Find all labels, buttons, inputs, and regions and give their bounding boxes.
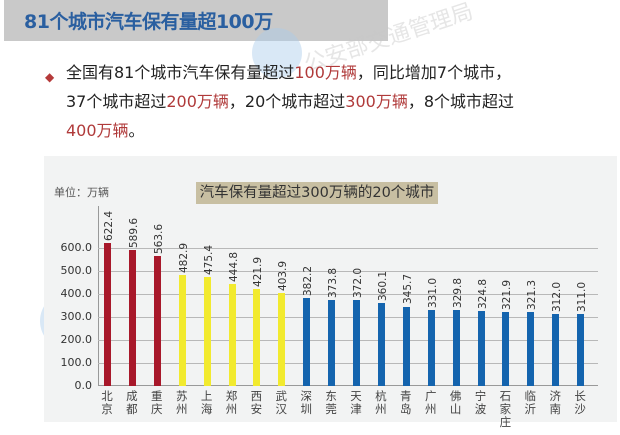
bullet-text-segment: 。: [128, 121, 145, 140]
bar-chart-plot: 0.0 100.0 200.0 300.0 400.0 500.0 600.0 622.4 北京…: [61, 206, 610, 429]
gridline: [98, 317, 598, 318]
bar-value-label: 444.8: [227, 251, 240, 282]
bar-济南: [552, 314, 560, 386]
x-category-label: 天津: [350, 389, 362, 416]
highlighted-figure: 300万辆: [345, 92, 408, 111]
chart-panel: 单位：万辆 汽车保有量超过300万辆的20个城市 0.0 100.0 200.0 30…: [44, 156, 617, 429]
bar-value-label: 329.8: [451, 278, 464, 309]
bar-重庆: [153, 256, 161, 386]
bar-成都: [128, 250, 136, 386]
bar-宁波: [477, 311, 485, 386]
title-banner: 81个城市汽车保有量超100万: [4, 0, 388, 41]
bar-杭州: [377, 303, 385, 386]
x-category-label: 上海: [200, 389, 213, 416]
x-category-label: 佛山: [449, 389, 462, 416]
bar-value-label: 321.9: [501, 279, 514, 310]
y-axis: [98, 206, 99, 386]
y-tick-label: 600.0: [60, 241, 93, 254]
x-category-label: 成都: [126, 389, 138, 416]
bullet-line-2: 37个城市超过200万辆，20个城市超过300万辆，8个城市超过: [66, 87, 514, 116]
x-category-label: 杭州: [375, 389, 387, 416]
bar-佛山: [452, 310, 460, 386]
bar-value-label: 589.6: [127, 218, 140, 249]
bar-天津: [353, 300, 360, 386]
bullet-line-1: 全国有81个城市汽车保有量超过100万辆，同比增加7个城市，: [66, 58, 514, 87]
gridline: [98, 248, 598, 249]
gridline: [98, 271, 598, 272]
bar-value-label: 475.4: [202, 244, 215, 275]
x-axis: [98, 385, 598, 386]
bar-武汉: [278, 293, 286, 386]
bar-value-label: 622.4: [103, 210, 115, 241]
highlighted-figure: 400万辆: [66, 121, 129, 140]
y-tick-label: 300.0: [60, 310, 93, 323]
bar-苏州: [178, 274, 186, 386]
bar-深圳: [303, 298, 311, 386]
bullet-text-segment: ，20个城市超过: [228, 92, 346, 111]
x-category-label: 武汉: [275, 389, 288, 416]
bar-value-label: 373.8: [327, 267, 340, 299]
y-tick-label: 500.0: [60, 264, 93, 277]
bullet-text-segment: ，同比增加7个城市，: [356, 63, 512, 82]
x-category-label: 深圳: [300, 389, 312, 416]
bar-上海: [203, 276, 211, 386]
bar-长沙: [577, 314, 585, 386]
x-category-label: 西安: [250, 389, 263, 416]
bar-西安: [253, 288, 261, 386]
slide-title: 81个城市汽车保有量超100万: [24, 11, 273, 33]
highlighted-figure: 200万辆: [166, 92, 229, 111]
highlighted-figure: 100万辆: [294, 63, 357, 82]
x-category-label: 北京: [101, 389, 113, 416]
bar-value-label: 312.0: [551, 282, 564, 313]
x-category-label: 苏州: [175, 389, 188, 416]
bar-value-label: 324.8: [476, 279, 489, 310]
bar-青岛: [402, 306, 410, 386]
bar-东莞: [328, 300, 336, 386]
bullet-line-3: 400万辆。: [66, 116, 514, 145]
x-category-label: 郑州: [225, 389, 238, 416]
bar-value-label: 382.2: [302, 266, 315, 297]
bar-value-label: 563.6: [152, 224, 165, 255]
bar-value-label: 482.9: [177, 242, 190, 273]
y-tick-label: 200.0: [60, 333, 93, 346]
y-tick-label: 400.0: [60, 287, 93, 300]
bar-value-label: 360.1: [376, 271, 389, 302]
gridline: [98, 340, 598, 341]
bar-value-label: 372.0: [352, 268, 364, 299]
diamond-bullet-icon: ◆: [45, 70, 55, 84]
bar-value-label: 345.7: [401, 274, 414, 305]
x-category-label: 临沂: [524, 389, 537, 416]
y-tick-label: 100.0: [60, 356, 93, 369]
bar-value-label: 421.9: [252, 256, 265, 287]
x-category-label: 石家庄: [499, 389, 512, 429]
bar-value-label: 403.9: [277, 261, 290, 292]
y-tick-label: 0.0: [74, 379, 93, 392]
chart-title: 汽车保有量超过300万辆的20个城市: [196, 182, 438, 204]
gridline: [98, 363, 598, 364]
bullet-text-segment: ，8个城市超过: [407, 92, 515, 111]
bar-临沂: [527, 312, 535, 386]
x-category-label: 广州: [424, 389, 437, 416]
x-category-label: 宁波: [474, 389, 487, 416]
bar-石家庄: [502, 311, 510, 386]
bullet-text-segment: 37个城市超过: [66, 92, 167, 111]
bar-value-label: 321.3: [526, 280, 539, 311]
x-category-label: 青岛: [400, 389, 412, 416]
x-category-label: 济南: [549, 389, 561, 416]
bullet-text: 全国有81个城市汽车保有量超过100万辆，同比增加7个城市， 37个城市超过200…: [66, 58, 514, 145]
bullet-text-segment: 全国有81个城市汽车保有量超过: [66, 63, 295, 82]
x-category-label: 重庆: [151, 389, 163, 416]
bar-value-label: 331.0: [426, 277, 439, 308]
gridline: [98, 294, 598, 295]
bar-郑州: [228, 283, 236, 386]
x-category-label: 东莞: [325, 389, 337, 416]
unit-label: 单位：万辆: [54, 186, 109, 199]
x-category-label: 长沙: [574, 389, 586, 416]
bar-广州: [427, 309, 435, 386]
bar-value-label: 311.0: [576, 282, 589, 313]
bar-北京: [104, 242, 111, 386]
